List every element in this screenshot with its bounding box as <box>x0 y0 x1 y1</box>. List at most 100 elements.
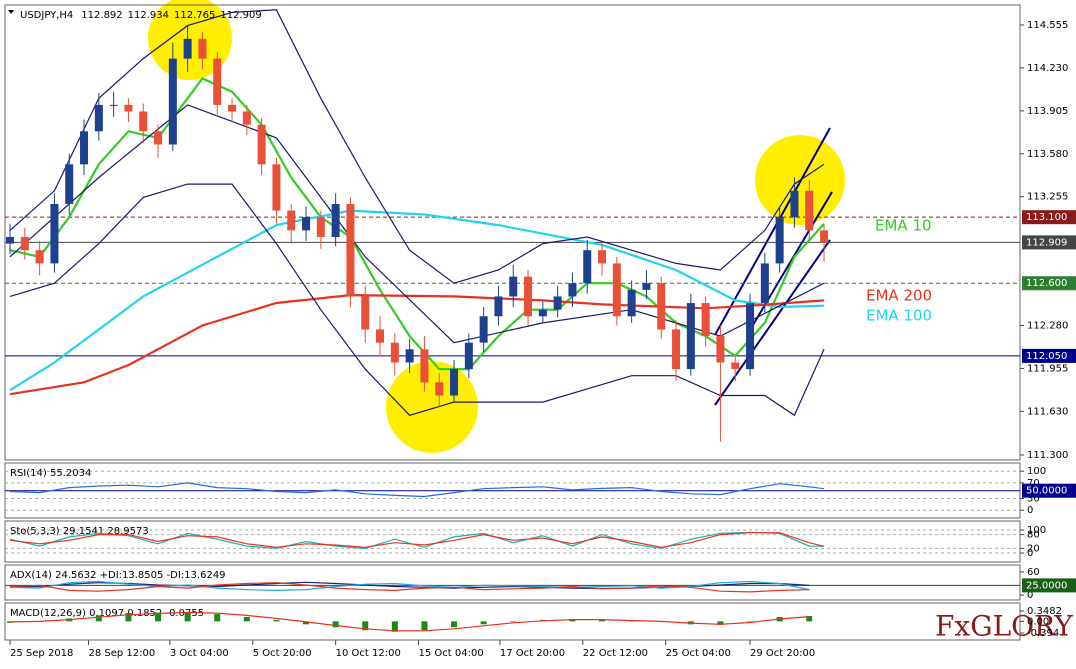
histogram-bar <box>421 621 428 631</box>
series-line <box>9 611 810 632</box>
histogram-bar <box>125 613 132 622</box>
x-tick-label: 15 Oct 04:00 <box>419 648 484 659</box>
y-tick-label: 30 <box>1027 493 1040 504</box>
y-tick-label: 111.300 <box>1027 450 1068 461</box>
y-tick-label: 111.955 <box>1027 363 1068 374</box>
y-tick-label: 0 <box>1027 590 1033 601</box>
series-label: EMA 100 <box>866 307 932 325</box>
series-label: EMA 10 <box>875 217 932 235</box>
pane-title: MACD(12,26,9) 0.1097 0.1852 -0.0755 <box>10 608 204 619</box>
pane-title: Sto(5,3,3) 29.1541 28.9573 <box>10 526 149 537</box>
pane-title: ADX(14) 24.5632 +DI:13.8505 -DI:13.6249 <box>10 570 226 581</box>
candle-body <box>672 329 681 370</box>
header-value: 112.765 <box>174 10 215 21</box>
y-tick-label: 80 <box>1027 530 1040 541</box>
y-tick-label: 60 <box>1027 567 1040 578</box>
candle-body <box>701 303 710 337</box>
series-line <box>9 482 825 498</box>
candle-body <box>6 236 15 244</box>
y-tick-label: 0.00 <box>1027 616 1049 627</box>
y-tick-label: 0.3482 <box>1027 606 1062 617</box>
level-label: 50.0000 <box>1026 486 1067 497</box>
trend-channel <box>749 191 833 331</box>
candle-body <box>805 190 814 231</box>
pane-frame <box>4 564 1021 601</box>
candle-body <box>376 329 385 343</box>
candle-body <box>390 342 399 363</box>
candle-body <box>316 217 325 237</box>
y-tick-label: 100 <box>1027 466 1046 477</box>
y-tick-label: 20 <box>1027 543 1040 554</box>
candle-body <box>139 111 148 132</box>
x-tick-label: 25 Sep 2018 <box>10 648 73 659</box>
level-label: 112.050 <box>1026 351 1067 362</box>
x-tick-label: 28 Sep 12:00 <box>88 648 155 659</box>
series-line <box>9 582 810 593</box>
pane-title: USDJPY,H4 <box>20 10 73 21</box>
x-tick-label: 3 Oct 04:00 <box>170 648 229 659</box>
candle-body <box>405 349 414 363</box>
x-tick-label: 29 Oct 20:00 <box>750 648 815 659</box>
level-label: 112.909 <box>1026 237 1067 248</box>
candle-body <box>450 369 459 396</box>
histogram-bar <box>480 621 487 625</box>
menu-triangle <box>8 10 14 14</box>
y-tick-label: 112.280 <box>1027 321 1068 332</box>
candle-body <box>94 104 103 132</box>
series-line <box>9 293 825 396</box>
level-box <box>1022 210 1076 225</box>
header-value: 112.892 <box>81 10 122 21</box>
histogram-bar <box>303 621 310 625</box>
candle-body <box>524 276 533 317</box>
x-tick-label: 5 Oct 20:00 <box>253 648 312 659</box>
x-tick-label: 22 Oct 12:00 <box>583 648 648 659</box>
y-tick-label: 113.905 <box>1027 106 1068 117</box>
trend-channel <box>714 239 831 406</box>
candle-body <box>257 124 266 165</box>
x-tick-label: 10 Oct 12:00 <box>336 648 401 659</box>
candle-body <box>716 336 725 363</box>
candle-body <box>494 296 503 317</box>
series-line <box>9 9 825 284</box>
level-box <box>1022 235 1076 250</box>
histogram-bar <box>155 612 162 622</box>
candle-body <box>272 164 281 211</box>
y-tick-label: 111.630 <box>1027 406 1068 417</box>
candle-body <box>746 303 755 370</box>
y-tick-label: 0 <box>1027 505 1033 516</box>
series-label: EMA 200 <box>866 287 932 305</box>
candle-body <box>686 303 695 370</box>
candle-body <box>553 296 562 310</box>
series-line <box>9 183 825 417</box>
candle-body <box>657 283 666 330</box>
x-tick-label: 17 Oct 20:00 <box>500 648 565 659</box>
level-box <box>1022 348 1076 363</box>
candle-body <box>598 250 607 264</box>
candle-body <box>420 349 429 383</box>
candle-body <box>435 382 444 396</box>
y-tick-label: 0 <box>1027 548 1033 559</box>
candle-body <box>627 289 636 317</box>
candle-body <box>242 111 251 125</box>
histogram-bar <box>599 619 606 622</box>
series-line <box>9 77 825 371</box>
candle-body <box>198 38 207 59</box>
candle-body <box>612 263 621 317</box>
candle-body <box>228 104 237 112</box>
histogram-bar <box>747 621 754 622</box>
series-line <box>9 209 825 392</box>
level-box <box>1022 578 1076 593</box>
candle-body <box>361 296 370 330</box>
y-tick-label: 113.255 <box>1027 192 1068 203</box>
series-line <box>9 532 825 548</box>
candle-body <box>213 58 222 105</box>
histogram-bar <box>95 615 102 622</box>
candle-body <box>538 309 547 317</box>
candle-body <box>731 362 740 370</box>
candle-body <box>479 316 488 343</box>
candle-body <box>168 58 177 145</box>
candle-body <box>509 276 518 297</box>
histogram-bar <box>362 621 369 631</box>
candle-body <box>820 230 829 243</box>
